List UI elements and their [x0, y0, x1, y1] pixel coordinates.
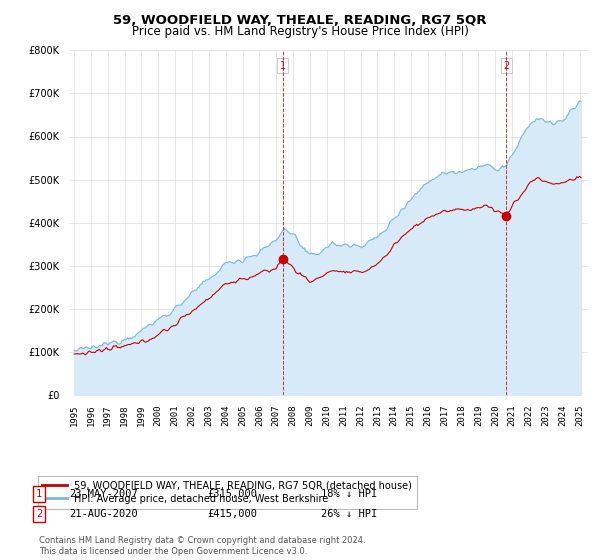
Text: 18% ↓ HPI: 18% ↓ HPI [321, 489, 377, 499]
Text: 2: 2 [503, 60, 509, 71]
Text: 23-MAY-2007: 23-MAY-2007 [69, 489, 138, 499]
Text: 1: 1 [36, 489, 42, 499]
Text: 1: 1 [280, 60, 286, 71]
Text: 2: 2 [36, 509, 42, 519]
Text: 59, WOODFIELD WAY, THEALE, READING, RG7 5QR: 59, WOODFIELD WAY, THEALE, READING, RG7 … [113, 14, 487, 27]
Text: £415,000: £415,000 [207, 509, 257, 519]
Text: 26% ↓ HPI: 26% ↓ HPI [321, 509, 377, 519]
Text: Contains HM Land Registry data © Crown copyright and database right 2024.
This d: Contains HM Land Registry data © Crown c… [39, 536, 365, 556]
Text: 21-AUG-2020: 21-AUG-2020 [69, 509, 138, 519]
Text: £315,000: £315,000 [207, 489, 257, 499]
Legend: 59, WOODFIELD WAY, THEALE, READING, RG7 5QR (detached house), HPI: Average price: 59, WOODFIELD WAY, THEALE, READING, RG7 … [38, 475, 417, 508]
Text: Price paid vs. HM Land Registry's House Price Index (HPI): Price paid vs. HM Land Registry's House … [131, 25, 469, 38]
